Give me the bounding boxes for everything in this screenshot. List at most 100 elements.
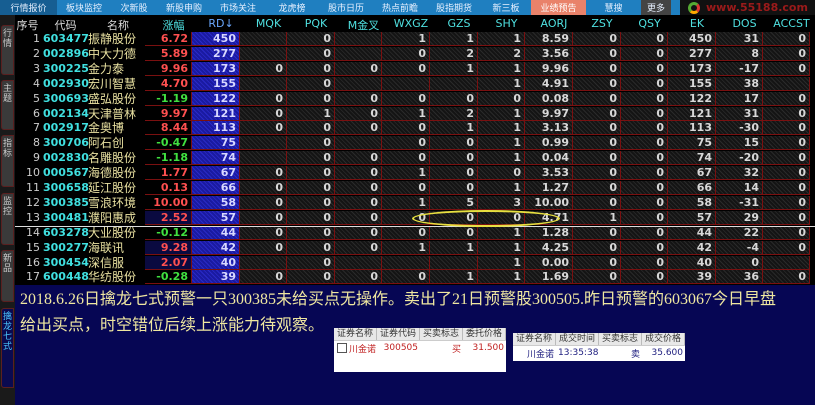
value-cell: 0 — [335, 151, 382, 166]
value-cell: 0 — [573, 181, 621, 195]
column-header[interactable]: EK — [689, 17, 705, 30]
value-cell: 1 — [382, 32, 430, 46]
top-tab[interactable]: 新三板 — [492, 4, 520, 14]
column-header[interactable]: ZSY — [591, 17, 613, 30]
column-header[interactable]: QSY — [638, 17, 661, 30]
change-cell: -0.47 — [145, 136, 192, 151]
column-header[interactable]: ACCST — [773, 17, 810, 30]
change-cell: -1.18 — [145, 151, 192, 166]
top-tab[interactable]: 慧搜 — [604, 4, 623, 14]
top-tab[interactable]: 股指期货 — [435, 4, 472, 14]
note-line-2: 给出买点，时空错位后续上涨能力待观察。 — [20, 317, 325, 334]
top-tab[interactable]: 龙虎榜 — [278, 4, 306, 14]
value-cell: 0 — [335, 91, 382, 106]
table-row[interactable]: 5 300693 盛弘股份 -1.19 122 0 0 0 0 0 0 0.08 0 0 122 17 0 — [15, 91, 815, 106]
table-row[interactable]: 15 300277 海联讯 9.28 42 0 0 0 1 1 1 4.25 0 0 42 -4 0 — [15, 240, 815, 255]
column-header[interactable]: GZS — [447, 17, 471, 30]
table-row[interactable]: 4 002930 宏川智慧 4.70 155 0 1 4.91 0 0 155 38 — [15, 76, 815, 91]
mini-row[interactable]: 川金诺 300505 买 31.500 — [334, 341, 506, 355]
table-row[interactable]: 11 300658 延江股份 0.13 66 0 0 0 0 0 1 1.27 0 0 66 14 0 — [15, 181, 815, 195]
column-header[interactable]: RD↓ — [208, 17, 234, 30]
value-cell: 0 — [573, 151, 621, 166]
mini-cell: 300505 — [383, 343, 418, 353]
top-tab[interactable]: 市场关注 — [219, 4, 256, 14]
change-cell: 2.07 — [145, 255, 192, 270]
stock-code: 002917 — [43, 121, 89, 135]
highlight-ellipse — [412, 210, 560, 227]
value-cell: 1 — [382, 106, 430, 121]
rd-cell: 277 — [192, 46, 240, 61]
value-cell: 1 — [478, 225, 525, 240]
side-tab[interactable]: 新品 — [1, 250, 14, 302]
table-row[interactable]: 14 603278 大业股份 -0.12 44 0 0 0 0 0 1 1.28 0 0 44 22 0 — [15, 225, 815, 240]
value-cell: 0 — [621, 106, 668, 121]
column-header[interactable]: SHY — [495, 17, 518, 30]
mini-header: 证券名称 成交时间 买卖标志 成交价格 — [513, 333, 685, 346]
value-cell: 0 — [240, 121, 287, 136]
top-tab[interactable]: 行情报价 — [0, 0, 57, 15]
table-row[interactable]: 8 300706 阿石创 -0.47 75 0 0 0 1 0.99 0 0 75 15 0 — [15, 136, 815, 151]
value-cell: 1 — [478, 136, 525, 151]
value-cell: 0 — [573, 195, 621, 210]
table-row[interactable]: 10 000567 海德股份 1.77 67 0 0 0 1 0 0 3.53 0 0 67 32 0 — [15, 166, 815, 181]
value-cell: 0 — [382, 136, 430, 151]
side-tab-bar: 行情 主题 指标监控 新品擒龙七式 — [0, 15, 15, 405]
value-cell: 0 — [763, 181, 810, 195]
value-cell: 0 — [335, 240, 382, 255]
row-index: 11 — [26, 181, 40, 194]
mini-row[interactable]: 川金诺 13:35:38 卖 35.600 — [513, 346, 685, 360]
table-row[interactable]: 1 603477 振静股份 6.72 450 0 1 1 1 8.59 0 0 450 31 0 — [15, 32, 815, 46]
table-row[interactable]: 2 002896 中大力德 5.89 277 0 0 2 2 3.56 0 0 277 8 0 — [15, 46, 815, 61]
value-cell: 0 — [573, 76, 621, 91]
value-cell: 0 — [621, 181, 668, 195]
table-row[interactable]: 16 300454 深信服 2.07 40 0 1 0.00 0 0 40 0 — [15, 255, 815, 270]
stock-name: 濮阳惠成 — [88, 210, 137, 225]
column-header[interactable]: M金叉 — [347, 19, 380, 32]
value-cell: 0 — [287, 151, 335, 166]
value-cell: 1.27 — [525, 181, 573, 195]
value-cell: 0 — [763, 91, 810, 106]
mini-header: 证券名称 证券代码 买卖标志 委托价格 — [334, 328, 506, 341]
column-header[interactable]: 涨幅 — [162, 19, 185, 32]
side-tab[interactable]: 行情 — [1, 25, 14, 75]
mini-header-cell: 成交时间 — [556, 333, 599, 345]
value-cell — [430, 76, 478, 91]
table-row[interactable]: 6 002134 天津普林 9.97 121 0 1 0 1 2 1 9.97 0 0 121 31 0 — [15, 106, 815, 121]
value-cell: 0 — [763, 210, 810, 225]
table-row[interactable]: 3 300225 金力泰 9.96 173 0 0 0 0 1 1 9.96 0 0 173 -17 0 — [15, 61, 815, 76]
value-cell: 4.25 — [525, 240, 573, 255]
checkbox[interactable] — [337, 343, 347, 353]
top-tab[interactable]: 次新股 — [120, 4, 148, 14]
table-row[interactable]: 17 600448 华纺股份 -0.28 39 0 0 0 0 1 1 1.69 0 0 39 36 0 — [15, 270, 815, 285]
table-row[interactable]: 12 300385 雪浪环境 10.00 58 0 0 0 1 5 3 10.00 0 0 58 -31 0 — [15, 195, 815, 210]
table-row[interactable]: 7 002917 金奥博 8.44 113 0 0 0 0 1 1 3.13 0 0 113 -30 0 — [15, 121, 815, 136]
side-tab[interactable]: 监控 — [1, 193, 14, 245]
stock-code: 002830 — [43, 151, 89, 165]
value-cell: 0 — [287, 166, 335, 181]
side-tab[interactable]: 指标 — [1, 135, 14, 187]
top-tab[interactable]: 业绩预告 — [531, 0, 586, 15]
column-header[interactable]: WXGZ — [393, 17, 429, 30]
top-tab[interactable]: 热点前瞻 — [381, 4, 418, 14]
top-tab[interactable]: 更多 — [641, 0, 671, 15]
top-tab[interactable]: 新股申购 — [165, 4, 202, 14]
value-cell: 22 — [716, 225, 763, 240]
value-cell: 0 — [430, 166, 478, 181]
column-header[interactable]: DOS — [732, 17, 757, 30]
change-cell: 8.44 — [145, 121, 192, 136]
stock-code: 300225 — [43, 61, 89, 75]
column-header[interactable]: AORJ — [540, 17, 568, 30]
side-tab[interactable]: 主题 — [1, 80, 14, 130]
top-tab[interactable]: 股市日历 — [327, 4, 364, 14]
column-header[interactable]: MQK — [255, 17, 282, 30]
column-header[interactable]: PQK — [304, 17, 328, 30]
value-cell: 1 — [430, 240, 478, 255]
value-cell — [382, 255, 430, 270]
value-cell: 0 — [382, 270, 430, 285]
top-tab[interactable]: 板块监控 — [65, 4, 102, 14]
side-tab[interactable]: 擒龙七式 — [1, 308, 14, 388]
stock-code: 000567 — [43, 166, 89, 180]
value-cell: 0 — [763, 121, 810, 136]
value-cell: 1 — [478, 61, 525, 76]
table-row[interactable]: 9 002830 名雕股份 -1.18 74 0 0 0 0 1 0.04 0 0 74 -20 0 — [15, 151, 815, 166]
